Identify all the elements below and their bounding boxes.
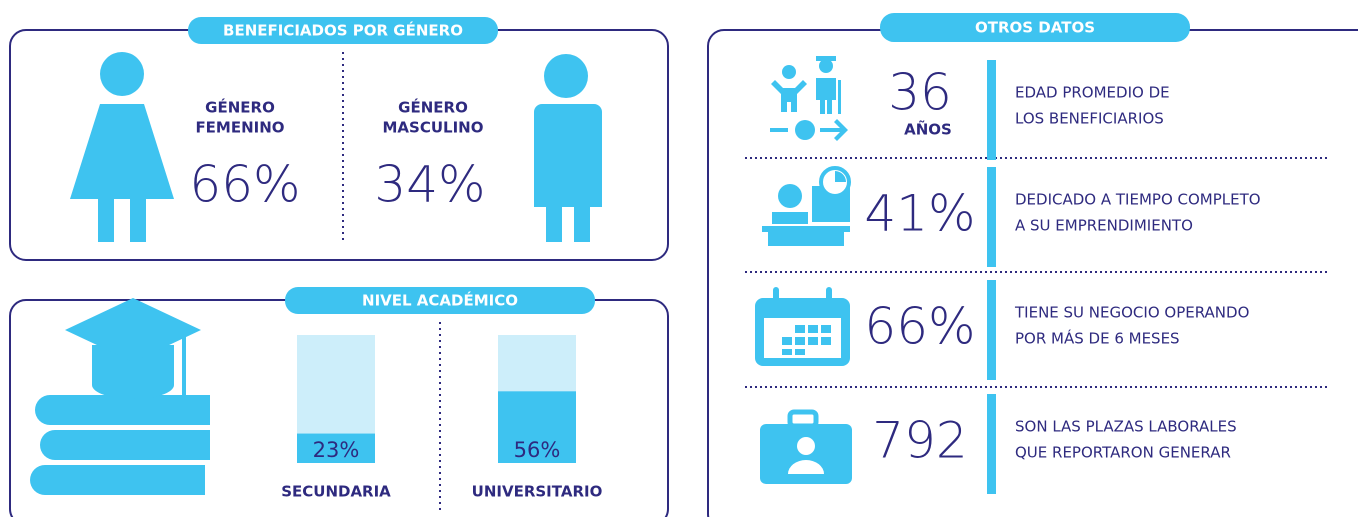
stat-text: EDAD PROMEDIO DE [1015, 84, 1170, 102]
value: 34% [374, 156, 485, 214]
calendar-icon [755, 287, 850, 366]
value-label: 56% [514, 438, 561, 462]
female-icon [70, 52, 174, 242]
male-icon [534, 54, 602, 242]
stat-value: 41% [864, 185, 975, 243]
stat-text: SON LAS PLAZAS LABORALES [1015, 418, 1237, 436]
stat-text: A SU EMPRENDIMIENTO [1015, 217, 1193, 235]
stat-value: 36 [888, 64, 952, 122]
academic-title: NIVEL ACADÉMICO [362, 291, 518, 310]
books-icon [30, 298, 210, 495]
bar [498, 391, 576, 463]
title-pill [285, 287, 595, 314]
value: 66% [189, 156, 300, 214]
briefcase-icon [760, 409, 852, 484]
gender-title: BENEFICIADOS POR GÉNERO [223, 21, 463, 40]
bar [297, 433, 375, 463]
title-pill [188, 17, 498, 44]
label: MASCULINO [383, 119, 484, 137]
category-label: SECUNDARIA [281, 483, 391, 501]
title-pill [880, 13, 1190, 42]
accent-bar [987, 60, 996, 160]
accent-bar [987, 280, 996, 380]
stat-text: POR MÁS DE 6 MESES [1015, 329, 1180, 348]
stat-text: TIENE SU NEGOCIO OPERANDO [1014, 304, 1249, 322]
stat-text: DEDICADO A TIEMPO COMPLETO [1015, 191, 1261, 209]
stat-unit: AÑOS [904, 120, 952, 139]
desk-icon [762, 166, 851, 246]
stat-value: 792 [872, 412, 967, 470]
label: GÉNERO [398, 98, 468, 117]
stat-text: LOS BENEFICIARIOS [1015, 110, 1164, 128]
stat-text: QUE REPORTARON GENERAR [1015, 444, 1231, 462]
other-title: OTROS DATOS [975, 19, 1095, 37]
value-label: 23% [313, 438, 360, 462]
stat-value: 66% [864, 298, 975, 356]
accent-bar [987, 394, 996, 494]
label: GÉNERO [205, 98, 275, 117]
label: FEMENINO [195, 119, 284, 137]
category-label: UNIVERSITARIO [472, 483, 603, 501]
age-icon [770, 56, 848, 141]
accent-bar [987, 167, 996, 267]
